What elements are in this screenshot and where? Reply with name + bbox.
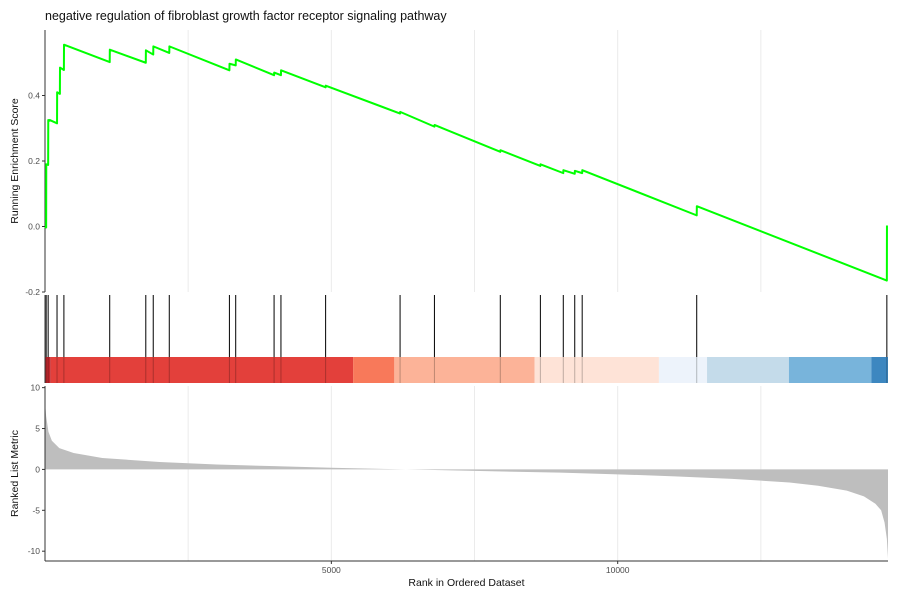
y-tick-label: 0.0 [28, 222, 40, 232]
ranked-metric-area [45, 402, 888, 559]
color-band-segment [658, 357, 708, 383]
y-axis-title-ranked-metric: Ranked List Metric [9, 430, 21, 517]
color-band-segment [788, 357, 872, 383]
color-band-segment [45, 357, 51, 383]
running-score-line [44, 43, 888, 282]
y-tick-label: 0.2 [28, 156, 40, 166]
color-band-segment [534, 357, 659, 383]
x-tick-label: 10000 [606, 565, 630, 575]
y-tick-label: 0 [35, 464, 40, 474]
color-band-segment [50, 357, 354, 383]
y-tick-label: 0.4 [28, 91, 40, 101]
color-band-segment [394, 357, 535, 383]
y-tick-label: -0.2 [25, 287, 40, 297]
color-band-segment [707, 357, 789, 383]
chart-title: negative regulation of fibroblast growth… [45, 9, 447, 23]
color-band-segment [871, 357, 888, 383]
y-tick-label: -10 [28, 546, 41, 556]
x-tick-label: 5000 [322, 565, 341, 575]
y-tick-label: -5 [32, 505, 40, 515]
color-band-segment [353, 357, 395, 383]
y-axis-title-running-score: Running Enrichment Score [9, 98, 21, 224]
x-axis-title: Rank in Ordered Dataset [408, 577, 524, 589]
y-tick-label: 10 [31, 383, 41, 393]
y-tick-label: 5 [35, 424, 40, 434]
